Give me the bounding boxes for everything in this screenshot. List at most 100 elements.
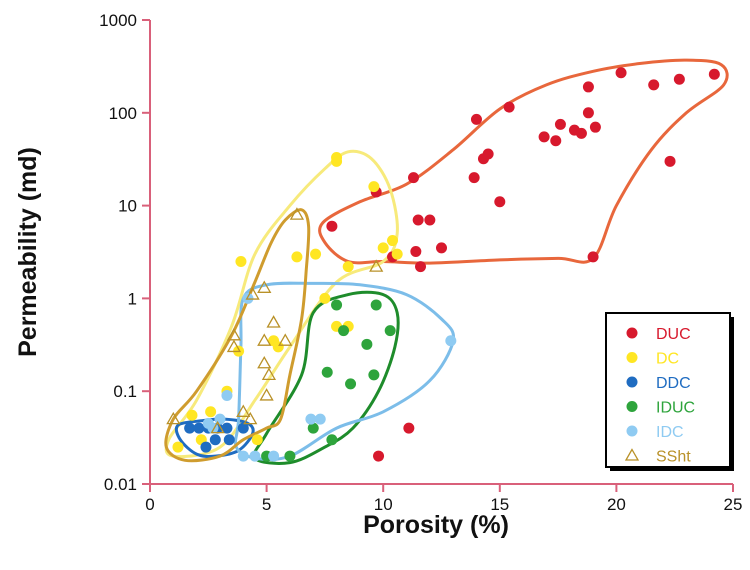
- legend-label-idc: IDC: [656, 424, 684, 441]
- envelope-iduc: [252, 290, 400, 465]
- point-ssht: [243, 411, 258, 425]
- x-axis-ticks: 0 5 10 15 20 25: [145, 484, 742, 514]
- point-ssht: [257, 280, 272, 293]
- point-duc: [582, 107, 594, 119]
- legend-items: DUC DC DDC IDUC IDC SSht: [624, 326, 695, 466]
- point-ssht: [257, 355, 272, 369]
- envelope-idc: [233, 281, 456, 462]
- point-duc: [575, 127, 587, 139]
- point-duc: [468, 172, 480, 184]
- y-tick-label: 0.01: [104, 475, 137, 494]
- point-ssht: [226, 339, 242, 353]
- point-duc: [554, 118, 566, 130]
- point-dc: [251, 434, 263, 446]
- point-ssht: [266, 315, 281, 328]
- point-dc: [387, 235, 399, 247]
- point-dc: [235, 255, 247, 267]
- envelope-duc: [318, 58, 729, 265]
- point-dc: [368, 181, 380, 193]
- x-tick-label: 5: [262, 495, 271, 514]
- x-axis-title: Porosity (%): [363, 511, 509, 539]
- point-dc: [291, 251, 303, 263]
- legend: DUC DC DDC IDUC IDC SSht: [605, 312, 734, 471]
- point-dc: [331, 151, 343, 163]
- point-dc: [268, 335, 280, 347]
- point-iduc: [307, 422, 319, 434]
- point-dc: [377, 242, 389, 254]
- legend-marker-duc: [626, 327, 638, 339]
- point-duc: [538, 131, 550, 143]
- point-dc: [391, 248, 403, 260]
- point-ddc: [200, 441, 212, 453]
- point-dc: [319, 292, 331, 304]
- envelope-ssht: [164, 208, 311, 463]
- legend-label-ssht: SSht: [656, 449, 691, 466]
- point-idc: [214, 413, 226, 425]
- point-duc: [708, 68, 720, 80]
- x-tick-label: 15: [490, 495, 509, 514]
- legend-label-dc: DC: [656, 351, 679, 368]
- point-duc: [408, 172, 420, 184]
- envelope-layer: [164, 58, 729, 465]
- point-duc: [470, 113, 482, 125]
- point-dc: [172, 441, 184, 453]
- point-ssht: [289, 207, 305, 220]
- point-duc: [615, 67, 627, 79]
- point-iduc: [331, 299, 343, 311]
- point-ddc: [237, 422, 249, 434]
- point-ssht: [259, 388, 274, 401]
- point-iduc: [284, 450, 296, 462]
- point-idc: [314, 413, 326, 425]
- point-iduc: [338, 325, 350, 337]
- point-ssht: [278, 333, 293, 346]
- point-duc: [424, 214, 436, 226]
- point-duc: [412, 214, 424, 226]
- legend-label-ddc: DDC: [656, 375, 691, 392]
- point-iduc: [326, 434, 338, 446]
- legend-marker-iduc: [626, 401, 638, 412]
- y-axis-ticks: 0.01 0.1 1 10 100 1000: [99, 11, 150, 494]
- point-ssht: [369, 259, 384, 272]
- y-tick-label: 100: [109, 104, 137, 123]
- point-idc: [202, 417, 214, 429]
- point-duc: [415, 261, 427, 273]
- point-idc: [305, 413, 317, 425]
- point-iduc: [345, 378, 357, 390]
- point-idc: [237, 450, 249, 462]
- point-iduc: [361, 338, 373, 350]
- point-duc: [410, 246, 422, 258]
- axes: [149, 20, 733, 485]
- point-idc: [242, 292, 254, 304]
- point-ddc: [221, 422, 233, 434]
- point-duc: [403, 422, 415, 434]
- y-tick-label: 1: [128, 289, 137, 308]
- point-idc: [445, 335, 457, 347]
- point-duc: [587, 251, 599, 263]
- point-ddc: [223, 434, 235, 446]
- legend-marker-ssht: [624, 448, 640, 461]
- point-idc: [268, 450, 280, 462]
- point-ddc: [209, 434, 221, 446]
- point-ssht: [261, 367, 277, 381]
- y-tick-label: 10: [118, 197, 137, 216]
- y-tick-label: 0.1: [113, 382, 137, 401]
- point-duc: [482, 148, 494, 160]
- point-duc: [664, 155, 676, 167]
- y-tick-label: 1000: [99, 11, 137, 30]
- y-axis-title: Permeability (md): [14, 147, 42, 357]
- point-dc: [342, 261, 354, 273]
- envelope-ddc: [174, 417, 255, 458]
- point-duc: [648, 79, 660, 91]
- point-ssht: [166, 411, 181, 425]
- point-iduc: [384, 325, 396, 337]
- point-duc: [673, 73, 685, 85]
- legend-marker-ddc: [626, 376, 638, 388]
- point-ssht: [236, 404, 251, 417]
- x-tick-label: 10: [374, 495, 393, 514]
- legend-box: [605, 312, 731, 468]
- point-iduc: [370, 299, 382, 311]
- point-duc: [436, 242, 447, 254]
- point-dc: [186, 409, 198, 421]
- point-duc: [494, 196, 506, 208]
- point-dc: [205, 406, 217, 418]
